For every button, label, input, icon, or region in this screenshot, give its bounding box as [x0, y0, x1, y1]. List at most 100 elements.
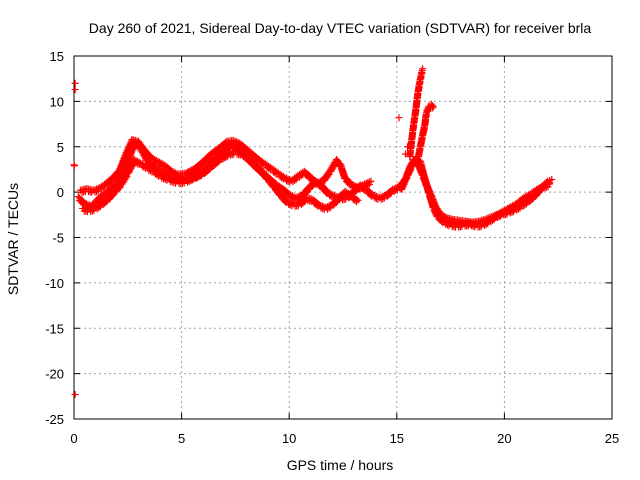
data-point: [357, 184, 365, 192]
y-tick-label: -25: [45, 412, 64, 427]
data-point: [220, 142, 228, 150]
data-point: [400, 181, 408, 189]
y-tick-label: -15: [45, 321, 64, 336]
data-point: [122, 174, 130, 182]
data-point: [367, 177, 375, 185]
data-point: [402, 176, 410, 184]
data-point: [508, 208, 516, 216]
data-point: [404, 171, 412, 179]
x-tick-label: 20: [497, 431, 511, 446]
x-tick-label: 5: [178, 431, 185, 446]
x-tick-label: 10: [282, 431, 296, 446]
data-point: [156, 171, 164, 179]
data-point: [93, 187, 101, 195]
data-point: [205, 165, 213, 173]
data-point: [429, 203, 437, 211]
data-point: [126, 166, 134, 174]
data-point: [379, 195, 387, 203]
data-point: [369, 191, 377, 199]
data-point: [123, 172, 131, 180]
data-point: [124, 148, 132, 156]
data-point: [392, 187, 400, 195]
data-point: [429, 103, 437, 111]
data-point: [71, 86, 79, 94]
chart-title: Day 260 of 2021, Sidereal Day-to-day VTE…: [89, 20, 592, 36]
data-point: [424, 106, 432, 114]
y-tick-label: 0: [57, 185, 64, 200]
data-point: [541, 182, 549, 190]
data-point: [495, 213, 503, 221]
data-point: [121, 154, 129, 162]
data-points: [70, 65, 556, 398]
data-point: [197, 162, 205, 170]
data-point: [399, 184, 407, 192]
data-point: [325, 204, 333, 212]
data-point: [377, 195, 385, 203]
data-point: [364, 181, 372, 189]
data-point: [229, 136, 237, 144]
data-point: [324, 172, 332, 180]
data-point: [521, 201, 529, 209]
y-tick-label: 10: [50, 94, 64, 109]
data-point: [70, 162, 78, 170]
data-point: [113, 171, 121, 179]
data-point: [386, 190, 394, 198]
x-tick-label: 25: [605, 431, 619, 446]
x-tick-label: 0: [70, 431, 77, 446]
data-point: [506, 209, 514, 217]
data-point: [332, 199, 340, 207]
data-point: [489, 216, 497, 224]
data-point: [316, 180, 324, 188]
data-point: [91, 188, 99, 196]
data-point: [528, 196, 536, 204]
data-point: [548, 175, 556, 183]
data-point: [127, 164, 135, 172]
y-tick-label: -20: [45, 367, 64, 382]
data-point: [109, 191, 117, 199]
data-point: [351, 184, 359, 192]
data-point: [120, 156, 128, 164]
data-point: [99, 184, 107, 192]
data-point: [122, 151, 130, 159]
data-point: [125, 167, 133, 175]
data-point: [71, 390, 79, 398]
y-tick-label: -10: [45, 276, 64, 291]
x-axis-label: GPS time / hours: [287, 457, 394, 473]
data-point: [362, 182, 370, 190]
data-point: [281, 174, 289, 182]
data-point: [291, 177, 299, 185]
data-point: [390, 187, 398, 195]
y-tick-label: 5: [57, 140, 64, 155]
data-point: [315, 201, 323, 209]
data-point: [428, 104, 436, 112]
data-point: [406, 168, 414, 176]
data-point: [213, 147, 221, 155]
data-point: [440, 217, 448, 225]
data-point: [205, 154, 213, 162]
data-point: [128, 163, 136, 171]
data-point: [401, 150, 409, 158]
data-point: [184, 178, 192, 186]
data-point: [189, 176, 197, 184]
data-point: [102, 198, 110, 206]
data-point: [123, 149, 131, 157]
data-point: [401, 177, 409, 185]
data-point: [214, 158, 222, 166]
data-point: [224, 152, 232, 160]
data-point: [71, 79, 79, 87]
data-point: [404, 143, 412, 151]
data-point: [514, 205, 522, 213]
data-point: [407, 165, 415, 173]
data-point: [354, 196, 362, 204]
data-point: [120, 157, 128, 165]
data-point: [403, 174, 411, 182]
data-point: [493, 214, 501, 222]
data-point: [106, 178, 114, 186]
data-point: [395, 114, 403, 122]
data-point: [510, 208, 518, 216]
y-tick-label: -5: [52, 231, 64, 246]
data-point: [187, 177, 195, 185]
data-point: [222, 153, 230, 161]
data-point: [283, 197, 291, 205]
data-point: [116, 166, 124, 174]
